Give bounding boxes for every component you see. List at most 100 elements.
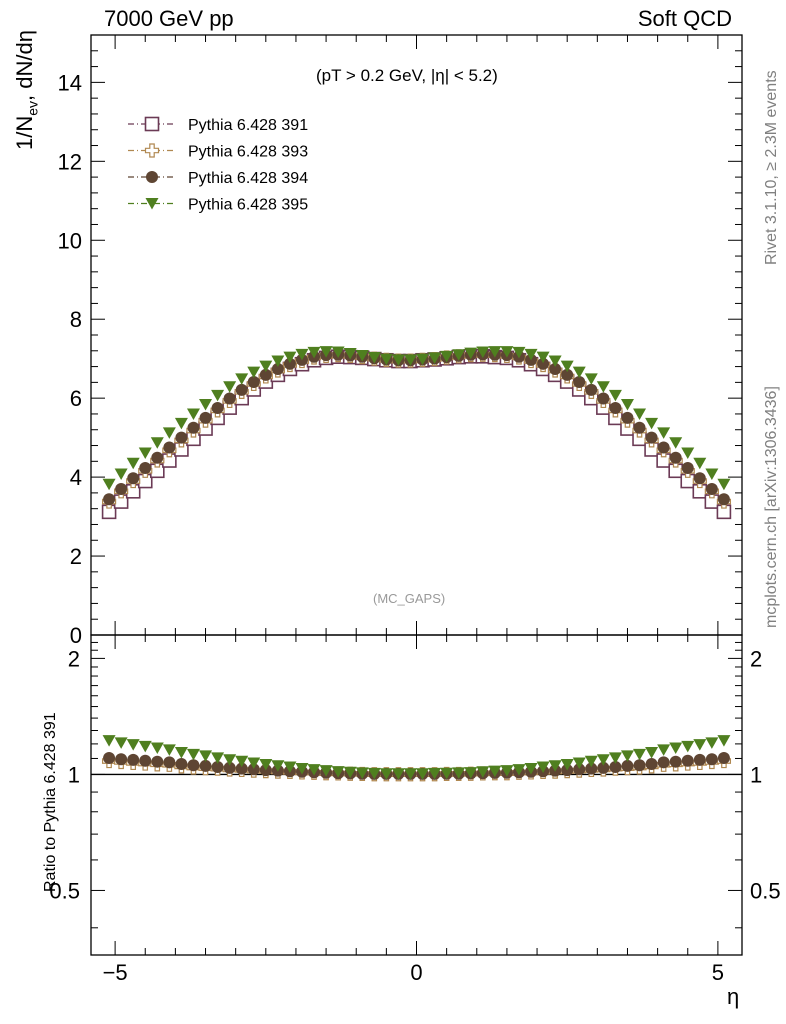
main-data-point: [621, 411, 634, 424]
kinematic-cut-label: (pT > 0.2 GeV, |η| < 5.2): [316, 66, 498, 85]
main-data-point: [488, 346, 502, 358]
main-data-point: [669, 451, 682, 464]
main-data-point: [139, 462, 152, 475]
ratio-data-point: [681, 754, 694, 767]
ratio-series-4: [102, 735, 731, 780]
main-data-point: [693, 472, 706, 485]
ratio-data-point: [573, 763, 586, 776]
x-tick-label: 0: [410, 960, 422, 985]
main-data-point: [608, 389, 622, 402]
ratio-data-point: [717, 752, 730, 765]
ratio-y-tick-label: 2: [68, 646, 80, 671]
ratio-data-point: [657, 744, 671, 756]
main-data-point: [235, 373, 249, 385]
ratio-data-point: [657, 756, 670, 769]
ratio-data-point: [103, 752, 116, 765]
main-data-point: [645, 431, 658, 444]
header-process-label: Soft QCD: [637, 6, 732, 31]
main-data-point: [319, 346, 333, 358]
main-data-point: [103, 493, 116, 506]
main-data-point: [585, 383, 598, 396]
main-data-point: [512, 346, 526, 359]
ratio-data-point: [247, 757, 261, 769]
mcplots-reference-label: mcplots.cern.ch [arXiv:1306.3436]: [763, 386, 780, 628]
ratio-data-point: [705, 753, 718, 766]
main-data-point: [367, 352, 381, 364]
main-data-point: [235, 383, 248, 396]
ratio-data-point: [186, 748, 200, 761]
ratio-data-point: [163, 756, 176, 769]
ratio-data-point: [464, 767, 478, 779]
main-data-point: [391, 354, 405, 366]
main-data-point: [440, 350, 454, 363]
ratio-data-point: [560, 759, 574, 771]
main-y-tick-label: 10: [58, 228, 82, 253]
legend-marker: [144, 143, 160, 158]
main-data-point: [705, 482, 718, 495]
ratio-data-point: [681, 740, 695, 753]
ratio-data-point: [524, 762, 538, 775]
x-axis-label: η: [727, 984, 740, 1009]
ratio-data-point: [319, 765, 333, 777]
main-data-point: [572, 366, 586, 379]
main-data-point: [548, 355, 562, 368]
ratio-data-point: [584, 755, 598, 768]
main-data-point: [416, 353, 430, 366]
ratio-data-point: [608, 752, 622, 764]
x-tick-label: 5: [712, 960, 724, 985]
ratio-data-point: [585, 762, 598, 775]
ratio-data-point: [512, 764, 526, 776]
main-data-point: [657, 427, 671, 439]
ratio-data-point: [669, 755, 682, 768]
main-data-point: [127, 472, 140, 485]
ratio-data-point: [440, 767, 454, 780]
header-energy-label: 7000 GeV pp: [104, 6, 234, 31]
ratio-data-point: [211, 752, 225, 764]
main-data-point: [596, 381, 610, 393]
ratio-data-point: [139, 754, 152, 767]
ratio-data-point: [235, 762, 248, 775]
ratio-data-point: [367, 767, 381, 780]
main-data-point: [163, 441, 176, 454]
main-data-point: [597, 392, 610, 405]
main-data-point: [343, 348, 357, 360]
main-data-point: [681, 462, 694, 475]
main-series-3: [103, 348, 730, 506]
ratio-y-tick-label: 0.5: [49, 878, 80, 903]
ratio-data-point: [162, 744, 176, 756]
ratio-data-point: [403, 768, 417, 780]
main-series-4: [102, 346, 731, 491]
main-data-point: [223, 381, 237, 393]
main-y-tick-label: 6: [70, 386, 82, 411]
ratio-data-point: [295, 762, 309, 775]
ratio-data-point: [645, 758, 658, 771]
ratio-data-point: [621, 759, 634, 772]
main-data-point: [669, 437, 683, 449]
ratio-data-point: [283, 761, 297, 774]
main-data-point: [175, 431, 188, 444]
main-data-point: [223, 392, 236, 405]
ratio-data-point: [187, 759, 200, 772]
ratio-plot-frame: [90, 634, 743, 956]
ratio-data-point: [355, 767, 369, 779]
ratio-data-point: [235, 755, 249, 768]
ratio-data-point: [151, 755, 164, 768]
main-y-axis-label-prefix: 1/N: [12, 115, 37, 150]
main-data-point: [247, 375, 260, 388]
ratio-data-point: [596, 754, 610, 766]
ratio-data-point: [150, 742, 164, 754]
main-data-point: [283, 357, 296, 370]
ratio-data-point: [223, 754, 237, 766]
main-data-point: [476, 346, 490, 358]
legend-label: Pythia 6.428 395: [188, 197, 308, 214]
ratio-data-point: [175, 758, 188, 771]
main-y-tick-label-zero: 0: [70, 623, 82, 648]
ratio-data-point: [500, 765, 514, 777]
main-data-point: [186, 408, 200, 420]
main-data-point: [283, 351, 297, 364]
main-y-tick-label: 2: [70, 544, 82, 569]
ratio-data-point: [271, 760, 285, 772]
ratio-data-point: [488, 765, 502, 778]
ratio-data-point: [199, 750, 213, 762]
